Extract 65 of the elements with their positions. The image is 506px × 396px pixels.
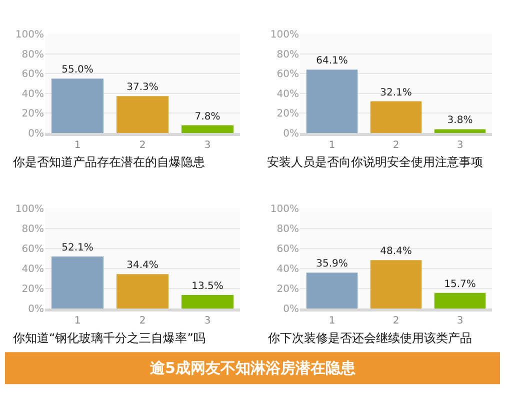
data-label: 13.5%	[192, 281, 224, 292]
x-tick-label: 1	[328, 316, 336, 327]
bar	[370, 260, 422, 309]
bar	[434, 129, 486, 133]
y-tick-label: 100%	[270, 30, 299, 41]
x-axis-title: 你是否知道产品存在潜在的自爆隐患	[12, 155, 205, 169]
data-label: 35.9%	[316, 258, 348, 270]
y-tick-label: 100%	[270, 204, 299, 216]
y-tick-label: 20%	[22, 108, 44, 120]
bar	[306, 70, 358, 133]
text: 逾5成网友不知淋浴房潜在隐患	[149, 359, 356, 377]
y-tick-label: 60%	[22, 69, 44, 80]
y-tick-label: 40%	[22, 88, 44, 100]
x-tick-label: 2	[392, 316, 400, 327]
bar	[52, 256, 104, 309]
data-label: 48.4%	[380, 246, 412, 258]
y-tick-label: 0%	[28, 128, 44, 140]
x-tick-label: 3	[456, 316, 464, 327]
y-tick-label: 80%	[22, 49, 44, 60]
bar	[306, 272, 358, 309]
x-tick-label: 2	[139, 316, 146, 327]
x-tick-label: 1	[74, 316, 81, 327]
y-tick-label: 20%	[22, 284, 44, 296]
data-label: 55.0%	[62, 64, 94, 76]
y-tick-label: 40%	[276, 88, 299, 100]
data-label: 52.1%	[62, 242, 94, 254]
y-tick-label: 20%	[276, 284, 299, 296]
y-tick-label: 100%	[15, 204, 44, 216]
x-tick-label: 3	[204, 316, 211, 327]
y-tick-label: 60%	[276, 69, 299, 80]
x-tick-label: 3	[456, 140, 464, 151]
x-tick-label: 2	[139, 140, 146, 151]
y-tick-label: 80%	[22, 224, 44, 236]
x-tick-label: 1	[74, 140, 81, 151]
x-axis-title: 你下次装修是否还会继续使用该类产品	[267, 331, 472, 345]
x-axis-title: 安装人员是否向你说明安全使用注意事项	[267, 155, 483, 169]
x-axis-title: 你知道“钢化玻璃千分之三自爆率”吗	[12, 331, 206, 345]
data-label: 32.1%	[380, 87, 412, 98]
y-tick-label: 0%	[283, 128, 299, 140]
data-label: 37.3%	[126, 82, 158, 94]
y-tick-label: 80%	[276, 224, 299, 236]
bar	[434, 292, 486, 309]
bar	[52, 78, 104, 133]
y-tick-label: 80%	[276, 49, 299, 60]
y-tick-label: 0%	[283, 304, 299, 316]
bar	[116, 274, 168, 309]
y-tick-label: 100%	[15, 30, 44, 41]
data-label: 3.8%	[447, 115, 473, 126]
bar	[116, 96, 168, 133]
bar	[370, 101, 422, 133]
y-tick-label: 40%	[276, 264, 299, 276]
data-label: 15.7%	[444, 278, 476, 290]
y-tick-label: 20%	[276, 108, 299, 120]
bar	[182, 125, 234, 133]
x-tick-label: 2	[392, 140, 400, 151]
y-tick-label: 60%	[276, 244, 299, 256]
data-label: 7.8%	[194, 111, 220, 122]
y-tick-label: 60%	[22, 244, 44, 256]
y-tick-label: 0%	[28, 304, 44, 316]
data-label: 64.1%	[316, 56, 348, 67]
data-label: 34.4%	[126, 260, 158, 272]
x-tick-label: 3	[204, 140, 211, 151]
y-tick-label: 40%	[22, 264, 44, 276]
x-tick-label: 1	[328, 140, 336, 151]
bar	[182, 295, 234, 309]
